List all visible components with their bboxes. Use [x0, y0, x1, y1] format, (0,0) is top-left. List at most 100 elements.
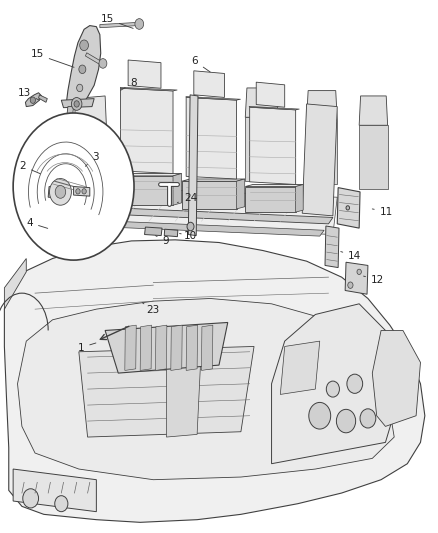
- Text: 11: 11: [372, 207, 393, 216]
- Circle shape: [55, 496, 68, 512]
- Circle shape: [187, 222, 194, 231]
- Polygon shape: [100, 22, 138, 28]
- Circle shape: [82, 189, 86, 194]
- Circle shape: [348, 282, 353, 288]
- Polygon shape: [245, 88, 278, 117]
- Polygon shape: [128, 60, 161, 88]
- Circle shape: [49, 179, 71, 205]
- Text: 2: 2: [19, 161, 40, 174]
- Circle shape: [346, 206, 350, 210]
- Text: 13: 13: [18, 88, 39, 100]
- Polygon shape: [88, 187, 337, 235]
- Circle shape: [55, 185, 66, 198]
- Polygon shape: [245, 187, 296, 212]
- Polygon shape: [186, 98, 237, 179]
- Polygon shape: [345, 262, 368, 294]
- Circle shape: [71, 98, 82, 110]
- Text: 3: 3: [85, 152, 99, 166]
- Polygon shape: [60, 116, 79, 119]
- Polygon shape: [194, 71, 224, 98]
- Polygon shape: [88, 207, 333, 224]
- Text: 1: 1: [78, 343, 96, 352]
- Polygon shape: [296, 184, 303, 212]
- Polygon shape: [61, 99, 94, 108]
- Circle shape: [80, 40, 88, 51]
- Circle shape: [13, 113, 134, 260]
- Polygon shape: [4, 240, 425, 522]
- Polygon shape: [171, 325, 182, 370]
- Polygon shape: [25, 93, 42, 107]
- Circle shape: [347, 374, 363, 393]
- Polygon shape: [188, 95, 198, 236]
- Text: 10: 10: [180, 231, 197, 241]
- Polygon shape: [105, 322, 228, 373]
- Polygon shape: [96, 221, 324, 236]
- Text: 9: 9: [155, 236, 169, 246]
- Circle shape: [99, 59, 107, 68]
- Polygon shape: [201, 325, 213, 370]
- Polygon shape: [79, 346, 254, 437]
- Polygon shape: [74, 187, 90, 196]
- Circle shape: [357, 269, 361, 274]
- Polygon shape: [125, 325, 136, 370]
- Polygon shape: [372, 330, 420, 426]
- Polygon shape: [74, 96, 110, 203]
- Polygon shape: [359, 125, 388, 189]
- Circle shape: [77, 84, 83, 92]
- Circle shape: [30, 97, 35, 103]
- Polygon shape: [116, 176, 173, 205]
- Text: 12: 12: [364, 275, 384, 285]
- Polygon shape: [166, 344, 201, 437]
- Polygon shape: [85, 53, 102, 65]
- Polygon shape: [39, 95, 47, 102]
- Text: 15: 15: [31, 50, 74, 67]
- Polygon shape: [13, 469, 96, 512]
- Polygon shape: [48, 187, 65, 198]
- Circle shape: [336, 409, 356, 433]
- Polygon shape: [120, 88, 173, 174]
- Polygon shape: [302, 104, 337, 216]
- Text: 24: 24: [177, 193, 197, 203]
- Polygon shape: [237, 179, 245, 209]
- Circle shape: [76, 189, 80, 194]
- Circle shape: [360, 409, 376, 428]
- Polygon shape: [245, 184, 303, 187]
- Polygon shape: [140, 325, 152, 370]
- Text: 6: 6: [191, 56, 210, 72]
- Text: 8: 8: [120, 78, 137, 90]
- Polygon shape: [307, 91, 337, 120]
- Circle shape: [135, 19, 144, 29]
- Polygon shape: [337, 188, 360, 228]
- Polygon shape: [359, 96, 388, 125]
- Polygon shape: [67, 107, 74, 118]
- Text: 4: 4: [26, 218, 48, 228]
- Polygon shape: [280, 341, 320, 394]
- Polygon shape: [164, 229, 178, 237]
- Polygon shape: [272, 304, 403, 464]
- Text: 15: 15: [101, 14, 133, 28]
- Polygon shape: [182, 179, 245, 181]
- Polygon shape: [182, 181, 237, 209]
- Polygon shape: [116, 174, 182, 176]
- Polygon shape: [145, 227, 162, 236]
- Polygon shape: [249, 107, 300, 110]
- Polygon shape: [4, 259, 26, 309]
- Polygon shape: [256, 82, 285, 107]
- Polygon shape: [307, 120, 337, 184]
- Polygon shape: [186, 325, 198, 370]
- Polygon shape: [173, 174, 182, 205]
- Polygon shape: [120, 87, 177, 91]
- Polygon shape: [67, 26, 101, 108]
- Polygon shape: [155, 325, 167, 370]
- Polygon shape: [245, 117, 278, 181]
- Polygon shape: [186, 96, 240, 100]
- Polygon shape: [18, 298, 394, 480]
- Circle shape: [309, 402, 331, 429]
- Circle shape: [79, 65, 86, 74]
- Text: 23: 23: [142, 303, 160, 315]
- Circle shape: [326, 381, 339, 397]
- Circle shape: [74, 101, 79, 107]
- Circle shape: [23, 489, 39, 508]
- Polygon shape: [250, 107, 296, 184]
- Text: 14: 14: [341, 251, 361, 261]
